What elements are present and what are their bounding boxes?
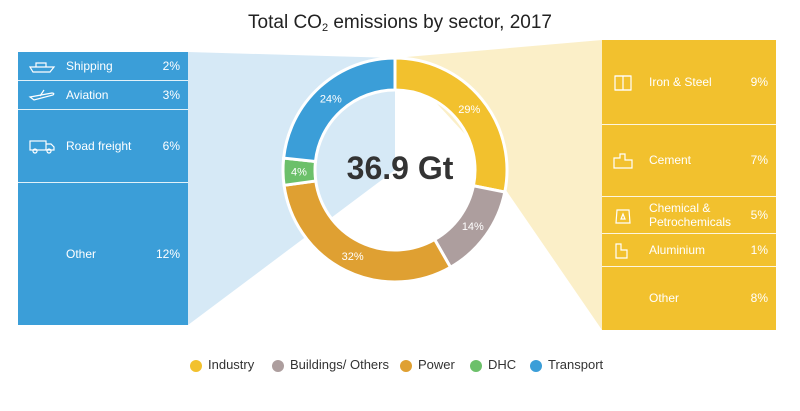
slice-label-transport: 24% (320, 94, 342, 106)
chart-title: Total CO2 emissions by sector, 2017 (0, 12, 800, 34)
breakdown-row: Aluminium 1% (602, 233, 776, 266)
breakdown-row-value: 12% (155, 246, 180, 261)
legend-color-dot (530, 360, 542, 372)
breakdown-row: Iron & Steel 9% (602, 40, 776, 124)
breakdown-row-label: Cement (649, 153, 692, 167)
slice-power (282, 179, 453, 284)
breakdown-row-label: Road freight (66, 138, 132, 153)
slice-label-dhc: 4% (291, 166, 307, 178)
row-divider (602, 124, 776, 125)
legend-label: Transport (548, 357, 604, 372)
breakdown-row: Other 8% (602, 266, 776, 330)
breakdown-row-value: 6% (162, 138, 180, 153)
plane-icon (28, 87, 56, 106)
breakdown-row-value: 8% (750, 291, 768, 305)
legend-label: Power (418, 357, 455, 372)
breakdown-row: Cement 7% (602, 124, 776, 196)
breakdown-row: Chemical & Petrochemicals 5% (602, 196, 776, 233)
title-main: Total CO (248, 12, 322, 33)
legend-color-dot (470, 360, 482, 372)
breakdown-row-label: Iron & Steel (649, 75, 712, 89)
breakdown-row-label: Aviation (66, 87, 109, 102)
breakdown-row-label: Chemical & Petrochemicals (649, 200, 732, 229)
slice-transport (281, 56, 397, 164)
title-rest: emissions by sector, 2017 (328, 12, 552, 33)
breakdown-row-label: Other (66, 246, 97, 261)
legend-label: Buildings/ Others (290, 357, 389, 372)
title-subscript: 2 (321, 22, 329, 34)
transport-breakdown-panel: Shipping 2% Aviation 3% Road freight 6% Other 1… (18, 52, 188, 325)
breakdown-row-value: 1% (750, 242, 768, 257)
breakdown-row-value: 9% (750, 75, 768, 89)
truck-icon (28, 138, 56, 157)
industry-connector-wedge (395, 40, 602, 330)
breakdown-row-value: 2% (162, 59, 180, 73)
row-divider (602, 233, 776, 234)
row-divider (18, 80, 188, 81)
slice-label-buildings-others: 14% (462, 221, 484, 233)
row-divider (18, 109, 188, 110)
cement-plant-icon (612, 152, 634, 173)
legend-label: DHC (488, 357, 517, 372)
breakdown-row-value: 3% (162, 87, 180, 102)
steel-beam-icon (612, 74, 634, 95)
row-divider (602, 266, 776, 267)
legend-color-dot (272, 360, 284, 372)
breakdown-row-label: Aluminium (649, 242, 706, 257)
breakdown-row: Aviation 3% (18, 80, 188, 109)
slice-label-power: 32% (342, 251, 364, 263)
breakdown-row-value: 7% (750, 153, 768, 167)
breakdown-row: Other 12% (18, 182, 188, 325)
breakdown-row-label: Shipping (66, 59, 113, 73)
breakdown-row-label: Other (649, 291, 680, 305)
legend-label: Industry (208, 357, 255, 372)
industry-breakdown-panel: Iron & Steel 9% Cement 7% Chemical & Petroch… (602, 40, 776, 330)
ship-icon (28, 58, 56, 77)
row-divider (602, 196, 776, 197)
breakdown-row: Shipping 2% (18, 52, 188, 80)
row-divider (18, 182, 188, 183)
aluminium-icon (612, 242, 634, 263)
breakdown-row-value: 5% (750, 207, 768, 222)
legend-color-dot (190, 360, 202, 372)
slice-label-industry: 29% (458, 104, 480, 116)
legend-color-dot (400, 360, 412, 372)
breakdown-row: Road freight 6% (18, 109, 188, 182)
chemical-bag-icon (612, 207, 634, 228)
chart-legend: Industry Buildings/ Others Power DHC Transpo… (0, 357, 800, 377)
center-total-label: 36.9 Gt (346, 150, 454, 186)
